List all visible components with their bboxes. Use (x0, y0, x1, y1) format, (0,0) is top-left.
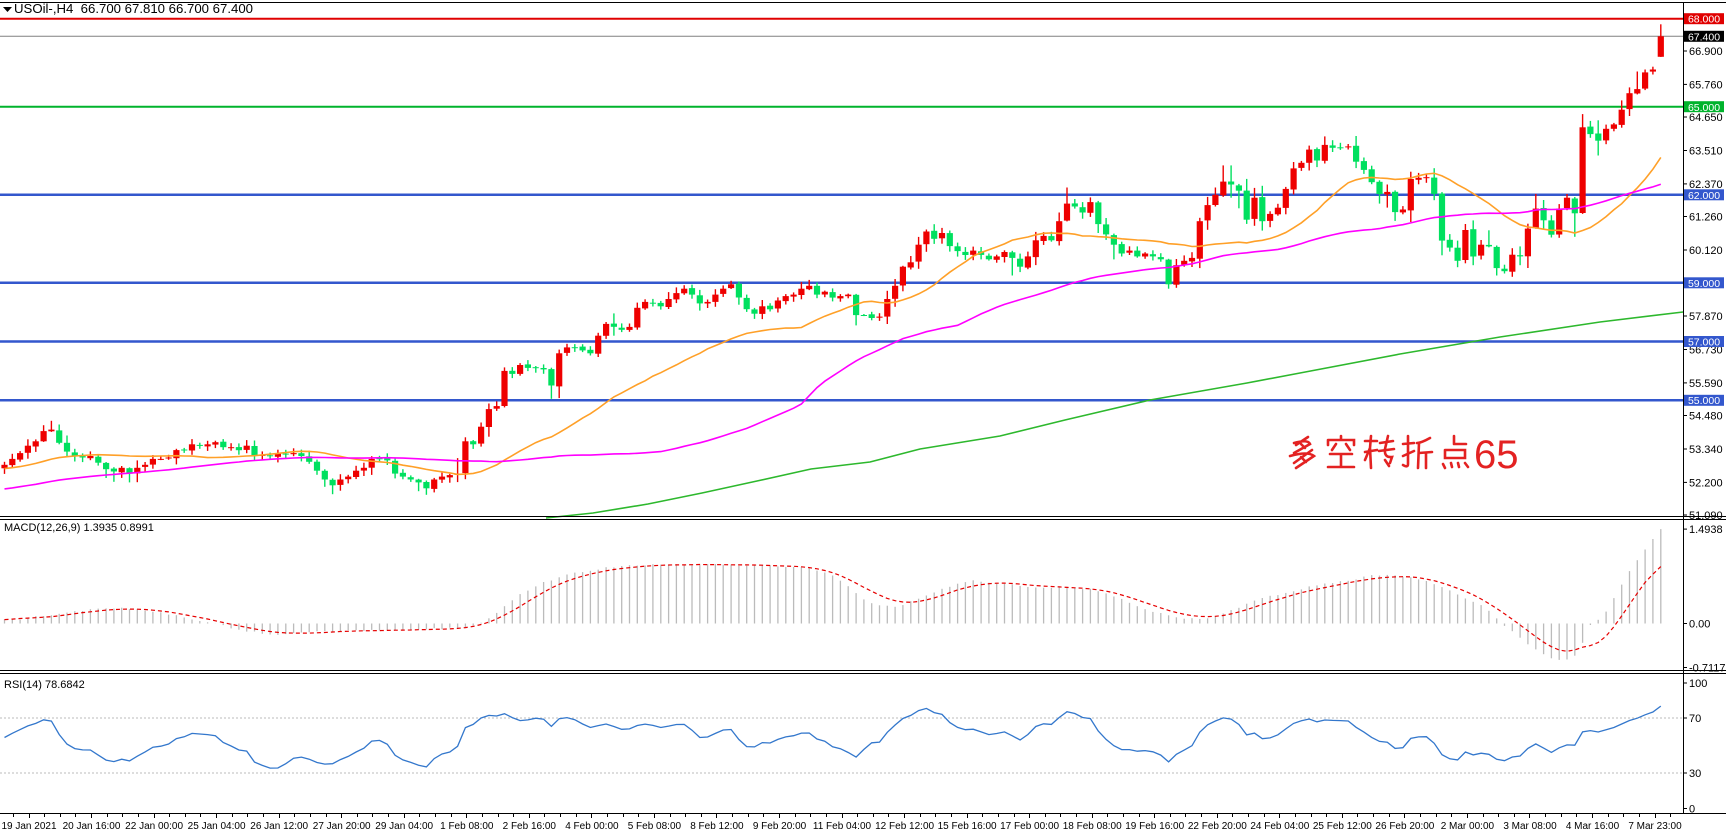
svg-text:25 Jan 04:00: 25 Jan 04:00 (188, 821, 246, 832)
svg-text:USOil-,H4 66.700 67.810 66.70: USOil-,H4 66.700 67.810 66.700 67.400 (14, 1, 253, 16)
svg-text:26 Feb 20:00: 26 Feb 20:00 (1375, 821, 1434, 832)
svg-text:66.900: 66.900 (1689, 46, 1723, 58)
svg-text:70: 70 (1689, 713, 1701, 725)
svg-text:63.510: 63.510 (1689, 146, 1723, 158)
svg-text:17 Feb 00:00: 17 Feb 00:00 (1000, 821, 1059, 832)
svg-text:55.000: 55.000 (1688, 395, 1720, 407)
svg-text:12 Feb 12:00: 12 Feb 12:00 (875, 821, 934, 832)
svg-text:1.4938: 1.4938 (1689, 524, 1723, 536)
svg-text:0: 0 (1689, 804, 1695, 816)
svg-text:61.260: 61.260 (1689, 212, 1723, 224)
svg-text:5 Feb 08:00: 5 Feb 08:00 (628, 821, 682, 832)
svg-text:60.120: 60.120 (1689, 245, 1723, 257)
svg-text:24 Feb 04:00: 24 Feb 04:00 (1250, 821, 1309, 832)
svg-text:62.000: 62.000 (1688, 190, 1720, 202)
svg-text:9 Feb 20:00: 9 Feb 20:00 (753, 821, 807, 832)
svg-text:22 Jan 00:00: 22 Jan 00:00 (125, 821, 183, 832)
svg-text:25 Feb 12:00: 25 Feb 12:00 (1313, 821, 1372, 832)
svg-text:2 Feb 16:00: 2 Feb 16:00 (503, 821, 557, 832)
svg-text:11 Feb 04:00: 11 Feb 04:00 (813, 821, 872, 832)
svg-text:RSI(14) 78.6842: RSI(14) 78.6842 (4, 679, 85, 691)
svg-text:67.400: 67.400 (1688, 31, 1720, 43)
svg-text:26 Jan 12:00: 26 Jan 12:00 (250, 821, 308, 832)
svg-text:30: 30 (1689, 768, 1701, 780)
svg-text:57.000: 57.000 (1688, 337, 1720, 349)
svg-text:1 Feb 08:00: 1 Feb 08:00 (440, 821, 494, 832)
svg-text:65: 65 (1474, 433, 1519, 477)
svg-text:20 Jan 16:00: 20 Jan 16:00 (63, 821, 121, 832)
svg-text:-0.7117: -0.7117 (1689, 663, 1726, 675)
svg-text:52.200: 52.200 (1689, 477, 1723, 489)
svg-text:18 Feb 08:00: 18 Feb 08:00 (1063, 821, 1122, 832)
svg-text:4 Feb 00:00: 4 Feb 00:00 (565, 821, 619, 832)
svg-text:56.730: 56.730 (1689, 345, 1723, 357)
svg-text:19 Jan 2021: 19 Jan 2021 (1, 821, 56, 832)
svg-text:55.590: 55.590 (1689, 378, 1723, 390)
svg-text:51.090: 51.090 (1689, 510, 1723, 522)
svg-text:53.340: 53.340 (1689, 444, 1723, 456)
svg-text:54.480: 54.480 (1689, 411, 1723, 423)
svg-text:59.000: 59.000 (1688, 278, 1720, 290)
svg-text:2 Mar 00:00: 2 Mar 00:00 (1441, 821, 1495, 832)
svg-text:8 Feb 12:00: 8 Feb 12:00 (690, 821, 744, 832)
svg-text:15 Feb 16:00: 15 Feb 16:00 (938, 821, 997, 832)
svg-text:MACD(12,26,9) 1.3935 0.8991: MACD(12,26,9) 1.3935 0.8991 (4, 522, 154, 534)
svg-text:0.00: 0.00 (1689, 619, 1710, 631)
svg-text:57.870: 57.870 (1689, 311, 1723, 323)
svg-text:3 Mar 08:00: 3 Mar 08:00 (1503, 821, 1557, 832)
svg-text:65.760: 65.760 (1689, 79, 1723, 91)
svg-text:19 Feb 16:00: 19 Feb 16:00 (1125, 821, 1184, 832)
svg-text:4 Mar 16:00: 4 Mar 16:00 (1566, 821, 1620, 832)
svg-text:62.370: 62.370 (1689, 179, 1723, 191)
svg-text:7 Mar 23:00: 7 Mar 23:00 (1628, 821, 1682, 832)
svg-text:27 Jan 20:00: 27 Jan 20:00 (313, 821, 371, 832)
svg-text:22 Feb 20:00: 22 Feb 20:00 (1188, 821, 1247, 832)
svg-text:64.650: 64.650 (1689, 112, 1723, 124)
svg-text:100: 100 (1689, 678, 1707, 690)
svg-text:29 Jan 04:00: 29 Jan 04:00 (375, 821, 433, 832)
svg-text:65.000: 65.000 (1688, 102, 1720, 114)
svg-text:68.000: 68.000 (1688, 14, 1720, 26)
